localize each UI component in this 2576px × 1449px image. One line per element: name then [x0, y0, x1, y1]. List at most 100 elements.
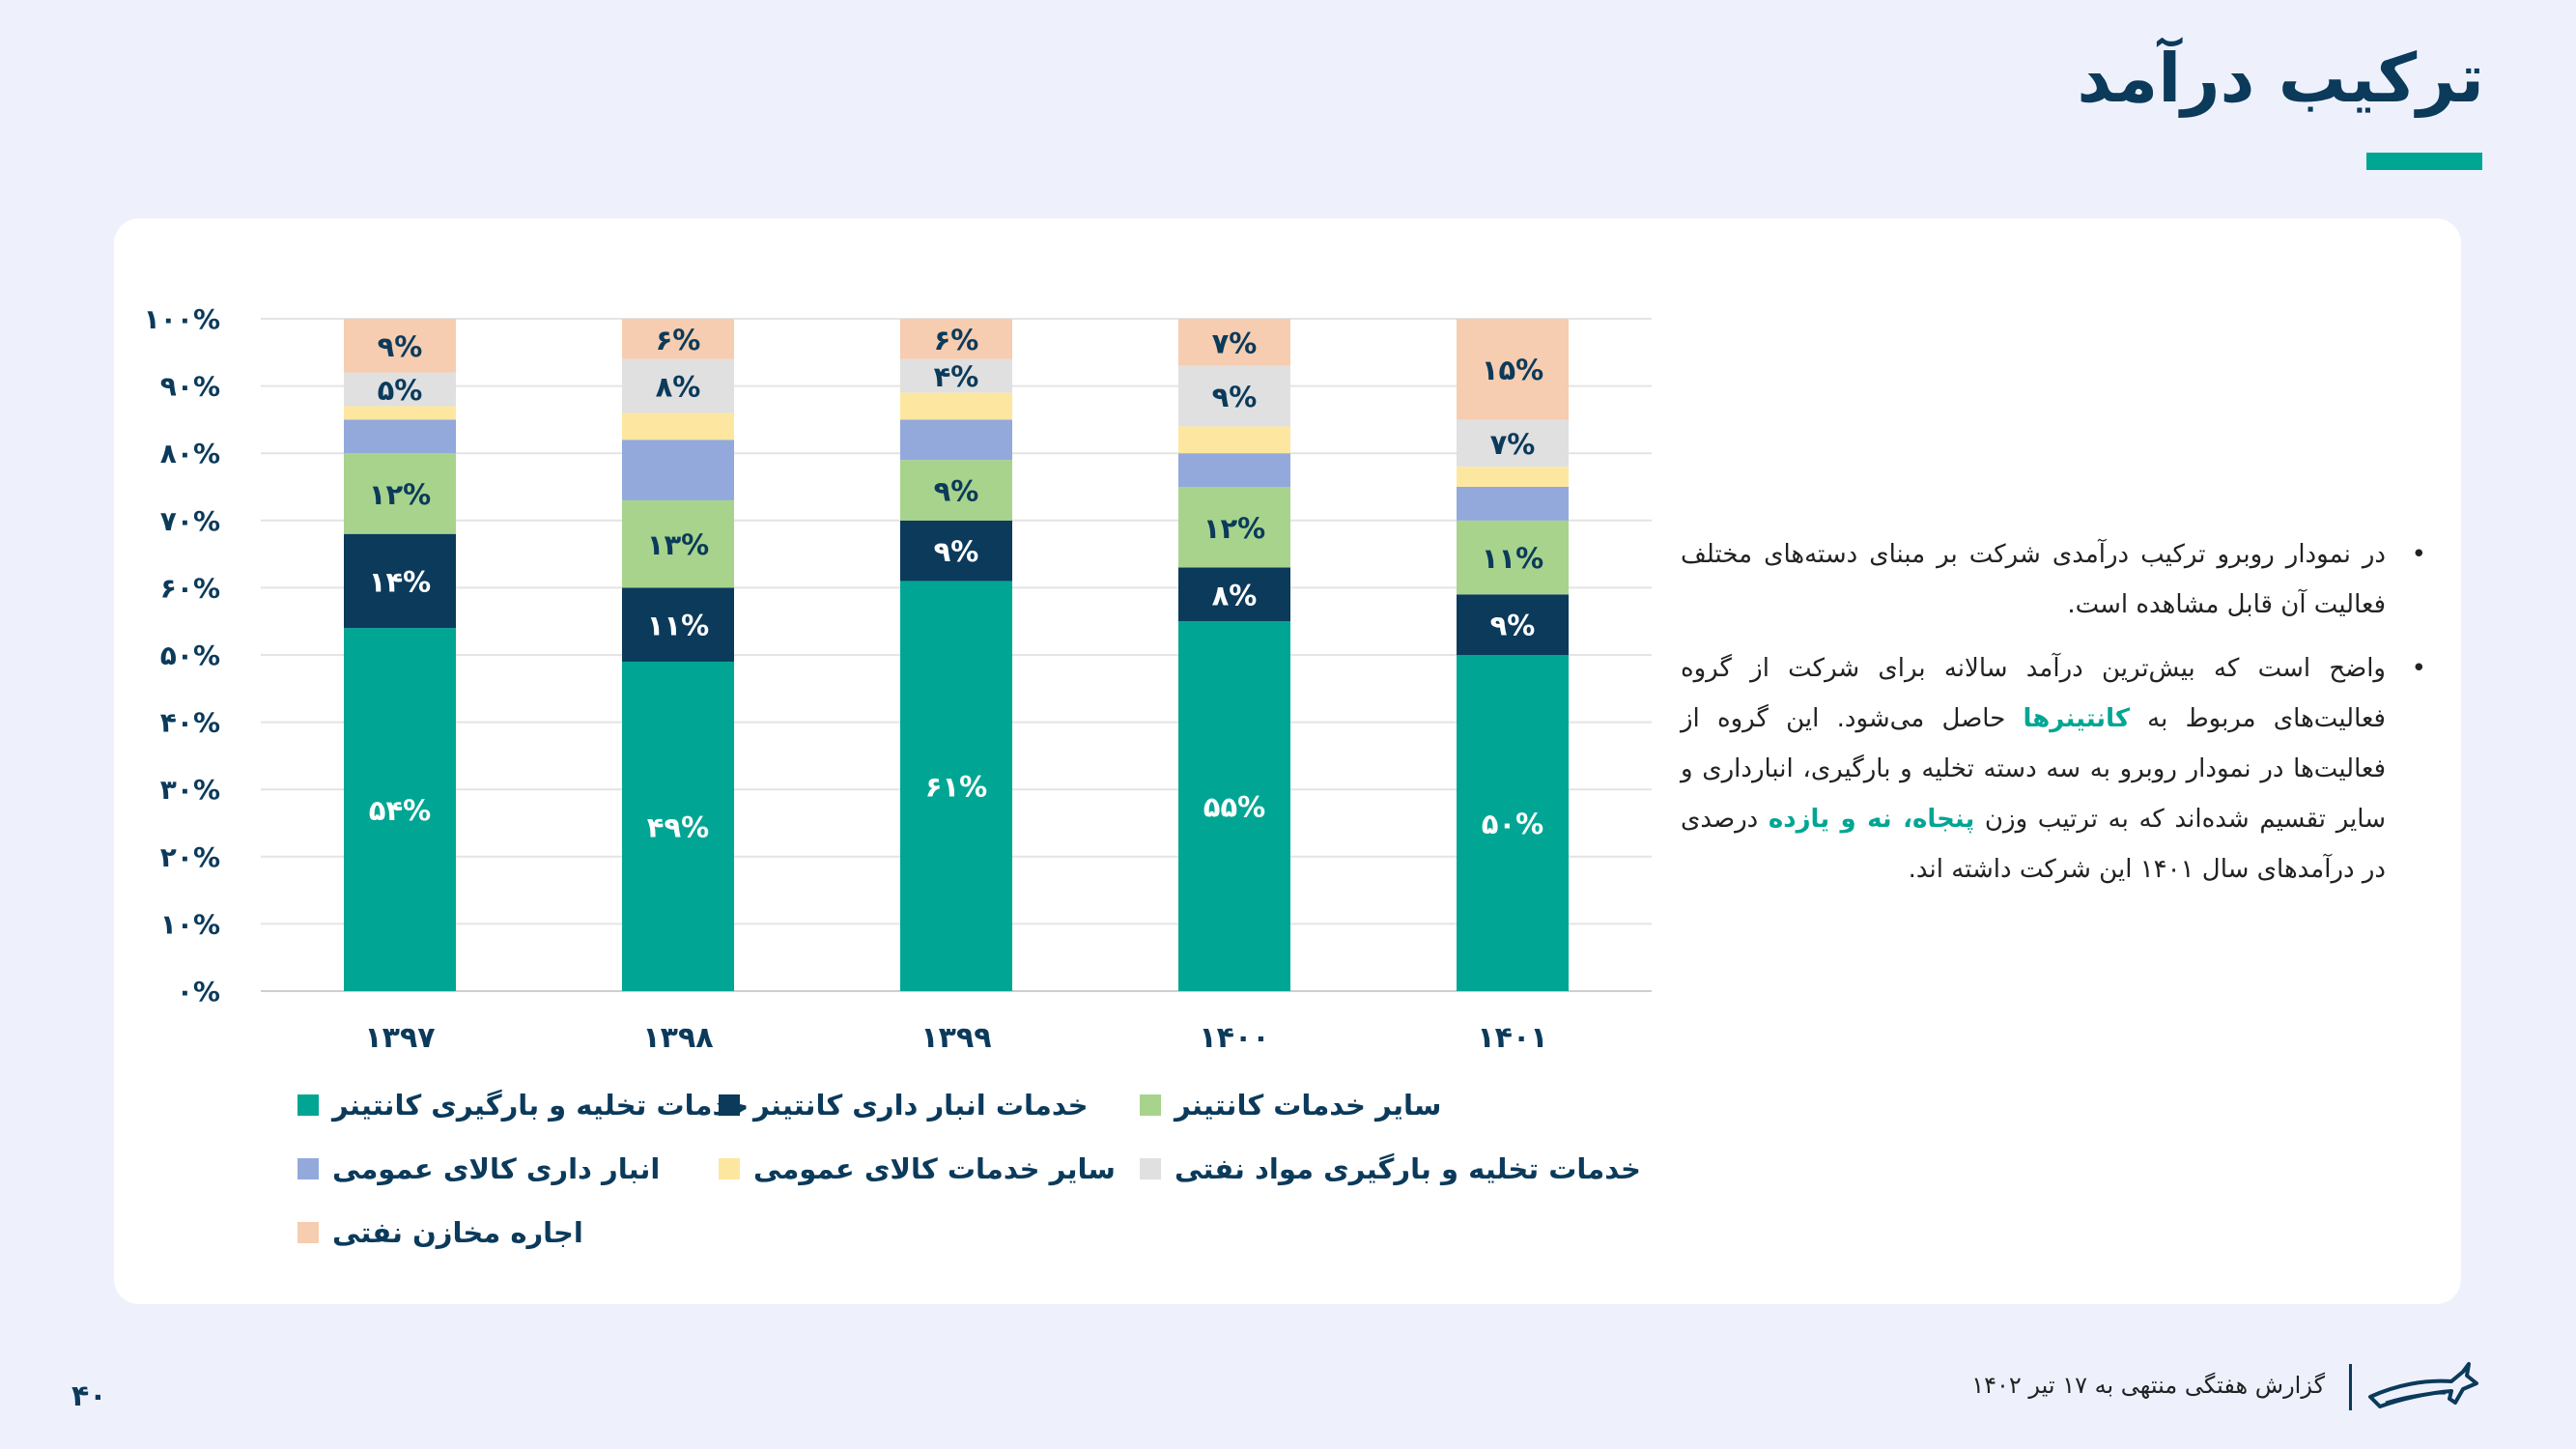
bullet-text: در نمودار روبرو ترکیب درآمدی شرکت بر مبن… [1681, 540, 2386, 619]
legend-label: انبار داری کالای عمومی [332, 1152, 661, 1185]
bullet-paragraph: • در نمودار روبرو ترکیب درآمدی شرکت بر مب… [1681, 529, 2426, 630]
bar-segment [622, 440, 734, 500]
description-bullets: • در نمودار روبرو ترکیب درآمدی شرکت بر مب… [1681, 529, 2426, 908]
y-tick-label: ۳۰% [160, 774, 220, 806]
bar-segment [622, 358, 734, 413]
data-label: ۹% [1490, 610, 1536, 642]
bullet-text: درصدی در درآمدهای سال ۱۴۰۱ این شرکت داشت… [1681, 805, 2386, 884]
bar-segment [1178, 426, 1290, 454]
data-label: ۸% [656, 371, 701, 404]
bar-segment [1178, 487, 1290, 568]
bullet-dot-icon: • [2411, 540, 2426, 569]
legend-item: انبار داری کالای عمومی [297, 1150, 660, 1188]
data-label: ۴% [934, 360, 979, 393]
legend-swatch [719, 1158, 740, 1179]
bullet-text: واضح است که بیش‌ترین درآمد سالانه برای ش… [1681, 654, 2386, 733]
legend-label: سایر خدمات کانتینر [1175, 1089, 1442, 1122]
footer-separator [2349, 1364, 2352, 1410]
bullet-dot-icon: • [2411, 654, 2426, 683]
legend-swatch [297, 1158, 319, 1179]
data-label: ۶۱% [925, 771, 987, 804]
bar-segment [344, 372, 456, 407]
data-label: ۸% [1212, 579, 1258, 611]
y-tick-label: ۴۰% [160, 707, 220, 739]
legend-swatch [297, 1094, 319, 1116]
bar-segment [1178, 567, 1290, 622]
bar-segment [622, 319, 734, 359]
data-label: ۵% [378, 374, 423, 407]
bar-segment [900, 419, 1012, 461]
x-tick-label: ۱۳۹۷ [364, 1021, 435, 1055]
legend-item: خدمات تخلیه و بارگیری مواد نفتی [1140, 1150, 1641, 1188]
y-tick-label: ۵۰% [160, 639, 220, 671]
y-tick-label: ۲۰% [160, 841, 220, 873]
bar-segment [900, 520, 1012, 582]
bar-segment [622, 661, 734, 991]
data-label: ۶% [656, 324, 701, 356]
legend-label: اجاره مخازن نفتی [332, 1216, 583, 1249]
y-tick-label: ۹۰% [160, 371, 220, 403]
title-underline [2366, 153, 2482, 170]
x-tick-label: ۱۳۹۸ [642, 1021, 713, 1055]
legend-item: سایر خدمات کانتینر [1140, 1086, 1441, 1124]
legend-swatch [1140, 1158, 1161, 1179]
page-title: ترکیب درآمد [2077, 39, 2484, 118]
x-tick-label: ۱۳۹۹ [920, 1021, 991, 1055]
data-label: ۱۲% [369, 478, 431, 511]
bar-segment [900, 319, 1012, 359]
legend-item: خدمات انبار داری کانتینر [719, 1086, 1088, 1124]
data-label: ۶% [934, 324, 979, 356]
legend-item: سایر خدمات کالای عمومی [719, 1150, 1116, 1188]
bar-segment [900, 460, 1012, 521]
legend-label: خدمات انبار داری کانتینر [753, 1089, 1089, 1122]
y-tick-label: ۱۰۰% [144, 303, 220, 335]
highlighted-text: کانتینرها [2023, 704, 2130, 733]
bar-segment [344, 419, 456, 454]
bar-segment [1457, 467, 1569, 487]
bar-segment [1178, 365, 1290, 427]
data-label: ۷% [1490, 428, 1536, 461]
data-label: ۱۱% [1482, 542, 1543, 575]
data-label: ۱۳% [647, 528, 709, 561]
x-tick-label: ۱۴۰۱ [1477, 1021, 1547, 1055]
bar-segment [622, 587, 734, 662]
data-label: ۴۹% [647, 810, 709, 843]
bullet-text: حاصل می‌شود. این گروه از فعالیت‌ها در نم… [1681, 704, 2387, 834]
bar-segment [900, 581, 1012, 991]
x-tick-label: ۱۴۰۰ [1199, 1021, 1269, 1055]
legend-label: خدمات تخلیه و بارگیری مواد نفتی [1175, 1152, 1641, 1185]
bar-segment [1457, 319, 1569, 420]
highlighted-text: پنجاه، نه و یازده [1768, 805, 1975, 834]
bar-segment [1178, 621, 1290, 991]
bar-segment [344, 533, 456, 629]
bar-segment [344, 453, 456, 534]
data-label: ۱۱% [647, 610, 709, 642]
bar-segment [1457, 419, 1569, 468]
bar-segment [344, 628, 456, 991]
legend-label: خدمات تخلیه و بارگیری کانتینر [332, 1089, 750, 1122]
company-logo-icon [2368, 1362, 2478, 1408]
data-label: ۹% [1212, 381, 1258, 413]
bullet-paragraph: • واضح است که بیش‌ترین درآمد سالانه برای … [1681, 643, 2426, 895]
chart-legend: خدمات تخلیه و بارگیری کانتینر خدمات انبار… [290, 1082, 1642, 1275]
bar-segment [1457, 594, 1569, 655]
data-label: ۷% [1212, 327, 1258, 359]
legend-item: اجاره مخازن نفتی [297, 1213, 583, 1252]
bar-segment [344, 406, 456, 420]
data-label: ۱۲% [1203, 512, 1265, 545]
bar-segment [622, 412, 734, 440]
legend-swatch [719, 1094, 740, 1116]
legend-swatch [297, 1222, 319, 1243]
bar-segment [900, 358, 1012, 393]
legend-swatch [1140, 1094, 1161, 1116]
data-label: ۹% [378, 330, 423, 363]
page-number: ۴۰ [71, 1379, 107, 1413]
bar-segment [1457, 487, 1569, 521]
data-label: ۹% [934, 474, 979, 507]
legend-label: سایر خدمات کالای عمومی [753, 1152, 1116, 1185]
data-label: ۵۰% [1482, 808, 1543, 840]
y-tick-label: ۸۰% [160, 438, 220, 469]
bar-segment [1178, 453, 1290, 487]
bar-segment [622, 499, 734, 588]
data-label: ۱۵% [1482, 354, 1543, 386]
